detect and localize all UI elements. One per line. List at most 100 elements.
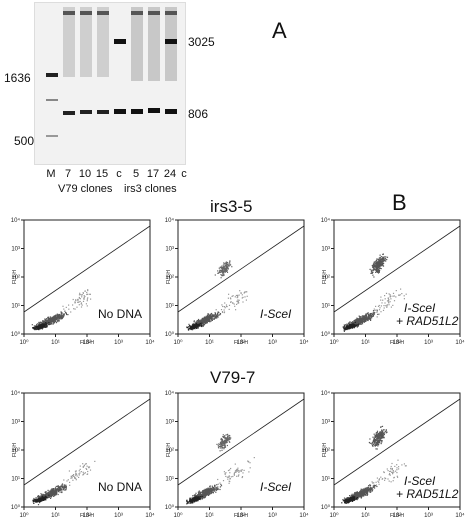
scatter-point (352, 499, 355, 501)
scatter-point (379, 442, 381, 444)
scatter-point (213, 486, 215, 489)
scatter-point (382, 436, 384, 438)
lane-label: 7 (64, 168, 72, 180)
scatter-point (83, 464, 85, 466)
scatter-point (189, 328, 191, 330)
scatter-point (35, 327, 37, 330)
scatter-point (383, 258, 385, 260)
scatter-point (401, 464, 403, 466)
scatter-point (359, 495, 361, 497)
scatter-point (359, 322, 361, 324)
scatter-point (361, 321, 363, 323)
scatter-point (387, 301, 390, 303)
scatter-point (366, 494, 368, 496)
scatter-point (227, 438, 229, 440)
scatter-point (375, 433, 377, 435)
scatter-point (52, 493, 55, 495)
scatter-point (194, 322, 197, 324)
scatter-point (218, 445, 220, 447)
scatter-point (379, 434, 381, 437)
scatter-point (236, 297, 238, 299)
scatter-point (38, 321, 40, 323)
scatter-point (349, 324, 351, 327)
scatter-point (45, 318, 47, 320)
scatter-point (224, 441, 226, 443)
scatter-point (358, 494, 361, 496)
scatter-point (88, 466, 91, 468)
scatter-point (360, 316, 362, 318)
scatter-point (396, 472, 398, 474)
scatter-point (203, 323, 205, 325)
scatter-point (345, 328, 347, 330)
scatter-point (51, 494, 54, 497)
scatter-point (195, 494, 197, 496)
scatter-point (206, 493, 208, 495)
scatter-point (186, 501, 188, 503)
scatter-point (78, 304, 80, 306)
scatter-point (48, 496, 50, 498)
scatter-point (206, 321, 208, 323)
scatter-point (188, 323, 190, 325)
scatter-point (45, 498, 47, 500)
scatter-point (224, 473, 226, 475)
scatter-point (375, 442, 377, 444)
scatter-point (86, 300, 88, 302)
scatter-point (189, 499, 191, 501)
scatter-point (59, 488, 61, 490)
scatter-point (214, 274, 216, 276)
scatter-point (37, 496, 39, 498)
scatter-point (373, 433, 375, 435)
scatter-point (376, 270, 378, 273)
scatter-point (74, 477, 76, 479)
scatter-point (223, 263, 225, 265)
scatter-point (43, 499, 45, 501)
scatter-point (54, 319, 57, 321)
scatter-point (41, 497, 44, 499)
scatter-point (39, 326, 41, 328)
scatter-point (380, 432, 382, 434)
scatter-point (60, 485, 62, 487)
scatter-point (207, 489, 209, 491)
scatter-point (220, 443, 222, 445)
scatter-point (225, 305, 227, 308)
scatter-point (343, 497, 346, 499)
scatter-point (346, 502, 348, 504)
scatter-point (51, 321, 53, 323)
scatter-point (70, 475, 72, 477)
y-tick-label: 10⁰ (165, 331, 175, 338)
scatter-point (190, 499, 192, 501)
scatter-point (192, 327, 194, 329)
scatter-point (360, 494, 362, 496)
scatter-point (61, 484, 63, 486)
scatter-point (350, 324, 353, 326)
scatter-point (342, 500, 344, 502)
scatter-point (50, 323, 52, 325)
scatter-point (46, 324, 48, 327)
scatter-point (350, 500, 352, 502)
scatter-point (228, 476, 230, 478)
scatter-point (220, 483, 222, 486)
scatter-point (38, 501, 40, 503)
scatter-point (374, 268, 376, 270)
scatter-point (349, 496, 351, 498)
scatter-point (377, 259, 380, 261)
scatter-point (190, 327, 192, 329)
scatter-point (374, 312, 376, 314)
scatter-point (193, 325, 195, 327)
scatter-point (371, 314, 373, 316)
gel-band (46, 135, 58, 137)
scatter-point (57, 315, 59, 317)
scatter-point (41, 495, 43, 497)
scatter-point (361, 319, 363, 321)
scatter-point (48, 320, 50, 322)
scatter-point (220, 269, 223, 271)
scatter-point (383, 259, 386, 261)
scatter-point (376, 268, 378, 270)
scatter-point (211, 490, 213, 492)
y-tick-label: 10¹ (165, 477, 174, 483)
x-tick-label: 10⁰ (173, 512, 183, 519)
x-tick-label: 10¹ (361, 340, 370, 346)
gel-band (131, 109, 143, 114)
scatter-point (40, 500, 42, 502)
scatter-point (379, 258, 382, 260)
